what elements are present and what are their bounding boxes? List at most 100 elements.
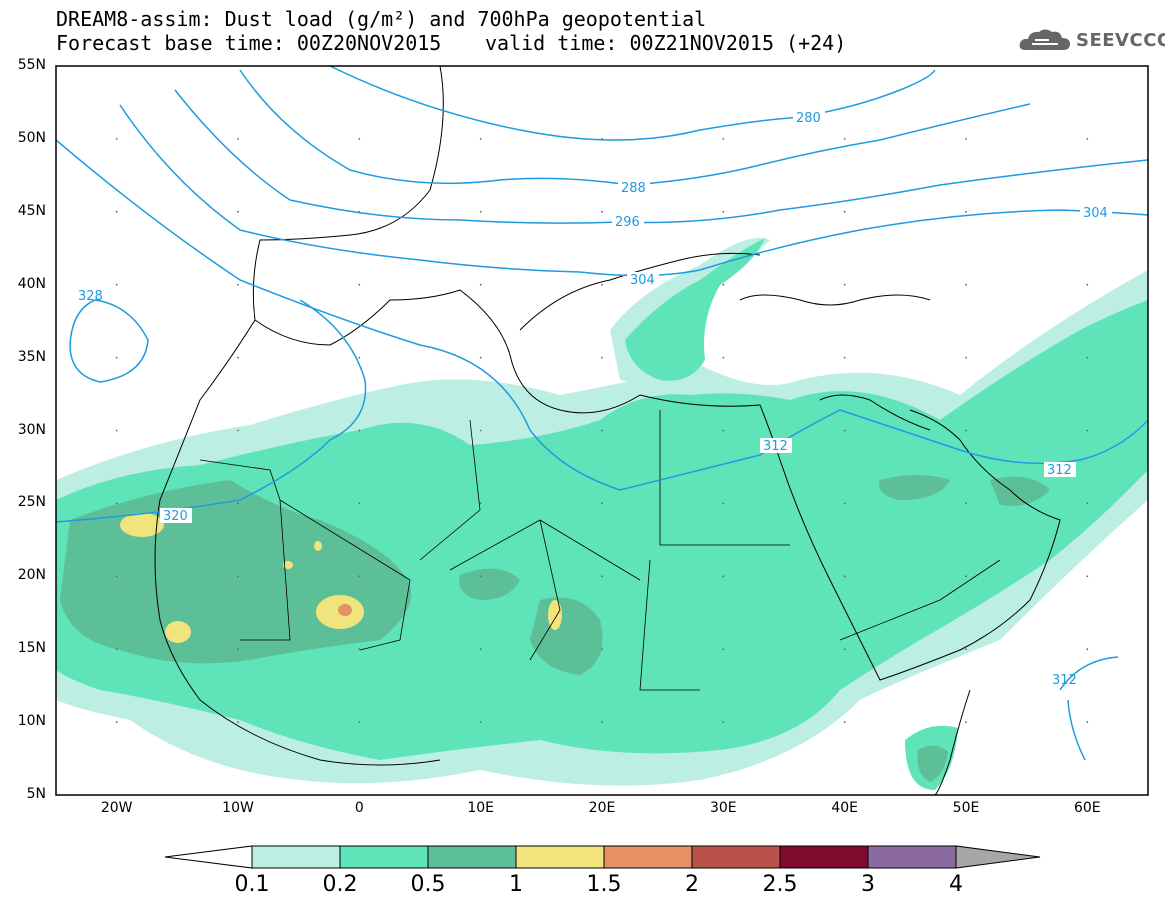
grid-dot (479, 429, 482, 432)
grid-dot (1086, 138, 1089, 140)
grid-dot (358, 210, 361, 213)
grid-dot (115, 429, 118, 432)
colorbar-label: 2 (685, 872, 699, 897)
colorbar-swatch (427, 845, 517, 869)
grid-dot (115, 502, 118, 505)
dust-area-aegean-medium (625, 238, 765, 381)
grid-dot (1086, 429, 1089, 432)
grid-dot (843, 721, 846, 723)
grid-dot (965, 210, 967, 213)
grid-dot (479, 502, 482, 505)
grid-dot (843, 210, 846, 213)
grid-dot (479, 138, 482, 140)
dust-area-heavy-5 (314, 541, 322, 551)
colorbar-label: 0.1 (234, 872, 270, 897)
lat-label: 45N (17, 202, 46, 219)
grid-dot (115, 138, 118, 140)
grid-dot (965, 575, 967, 578)
colorbar (164, 845, 1041, 869)
grid-dot (1086, 575, 1089, 578)
lat-label: 40N (17, 275, 46, 292)
colorbar-label: 4 (949, 872, 963, 897)
lon-label: 20W (100, 800, 133, 816)
cloud-icon (1019, 29, 1070, 50)
grid-dot (358, 138, 361, 140)
grid-dot (843, 283, 846, 286)
grid-dot (601, 283, 603, 286)
colorbar-label: 0.2 (322, 872, 358, 897)
grid-dot (843, 648, 846, 651)
grid-dot (479, 721, 482, 723)
dust-area-heavy-2 (165, 621, 191, 643)
forecast-base-time: Forecast base time: 00Z20NOV2015 (56, 31, 442, 55)
grid-dot (115, 210, 118, 213)
contour-280 (329, 66, 936, 141)
lon-label: 0 (354, 800, 364, 816)
grid-dot (358, 648, 361, 651)
colorbar-swatch (339, 845, 429, 869)
contour-328 (69, 299, 149, 383)
lat-label: 50N (17, 129, 46, 146)
grid-dot (358, 721, 361, 723)
grid-dot (479, 283, 482, 286)
colorbar-label: 1.5 (586, 872, 622, 897)
colorbar-label: 1 (509, 872, 523, 897)
grid-dot (601, 210, 603, 213)
dust-area-very-heavy (338, 604, 352, 616)
contour-label-312a: 312 (763, 439, 788, 454)
lon-label: 10E (467, 800, 494, 816)
grid-dot (115, 283, 118, 286)
colorbar-under-triangle (164, 845, 253, 869)
grid-dot (358, 356, 361, 359)
graticule (115, 138, 1089, 723)
grid-dot (358, 283, 361, 286)
grid-dot (237, 210, 239, 213)
grid-dot (843, 575, 846, 578)
colorbar-swatch (515, 845, 605, 869)
grid-dot (601, 138, 603, 140)
grid-dot (237, 138, 239, 140)
contour-label-280: 280 (796, 111, 821, 126)
dust-area-heavy-6 (283, 561, 293, 569)
colorbar-over-triangle (955, 845, 1041, 869)
grid-dot (601, 429, 603, 432)
colorbar-swatch (779, 845, 869, 869)
contour-312 (56, 139, 1148, 491)
grid-dot (965, 138, 967, 140)
colorbar-label: 3 (861, 872, 875, 897)
grid-dot (237, 356, 239, 359)
dust-area-heavy-4 (548, 600, 562, 630)
lon-label: 50E (952, 800, 980, 816)
grid-dot (722, 429, 725, 432)
colorbar-swatch (867, 845, 957, 869)
lat-label: 35N (17, 348, 46, 365)
grid-dot (722, 575, 725, 578)
colorbar-swatch (251, 845, 341, 869)
grid-dot (965, 648, 967, 651)
grid-dot (1086, 648, 1089, 651)
grid-dot (601, 648, 603, 651)
grid-dot (843, 356, 846, 359)
grid-dot (601, 721, 603, 723)
grid-dot (965, 502, 967, 505)
grid-dot (358, 575, 361, 578)
grid-dot (479, 356, 482, 359)
colorbar-swatch (603, 845, 693, 869)
grid-dot (601, 356, 603, 359)
grid-dot (1086, 721, 1089, 723)
grid-dot (358, 502, 361, 505)
grid-dot (722, 648, 725, 651)
grid-dot (1086, 502, 1089, 505)
logo-text: SEEVCCC (1076, 30, 1165, 51)
grid-dot (237, 721, 239, 723)
contour-labels: 280 288 296 304 304 312 312 320 328 312 (78, 110, 1112, 688)
contour-label-312b: 312 (1047, 463, 1072, 478)
colorbar-label: 2.5 (762, 872, 798, 897)
grid-dot (722, 210, 725, 213)
grid-dot (237, 648, 239, 651)
lon-label: 10W (222, 800, 254, 816)
grid-dot (479, 648, 482, 651)
grid-dot (965, 721, 967, 723)
chart-title: DREAM8-assim: Dust load (g/m²) and 700hP… (56, 7, 707, 31)
colorbar-swatch (691, 845, 781, 869)
